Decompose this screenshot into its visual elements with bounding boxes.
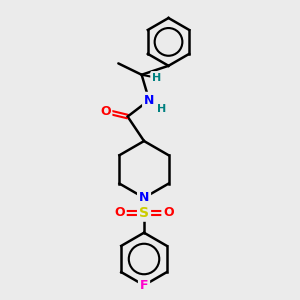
Text: O: O xyxy=(163,206,174,219)
Text: H: H xyxy=(152,73,161,83)
Text: N: N xyxy=(144,94,154,106)
Text: F: F xyxy=(140,279,148,292)
Text: N: N xyxy=(139,191,149,204)
Text: O: O xyxy=(114,206,125,219)
Text: S: S xyxy=(139,206,149,220)
Text: H: H xyxy=(157,104,166,114)
Text: O: O xyxy=(100,105,110,118)
